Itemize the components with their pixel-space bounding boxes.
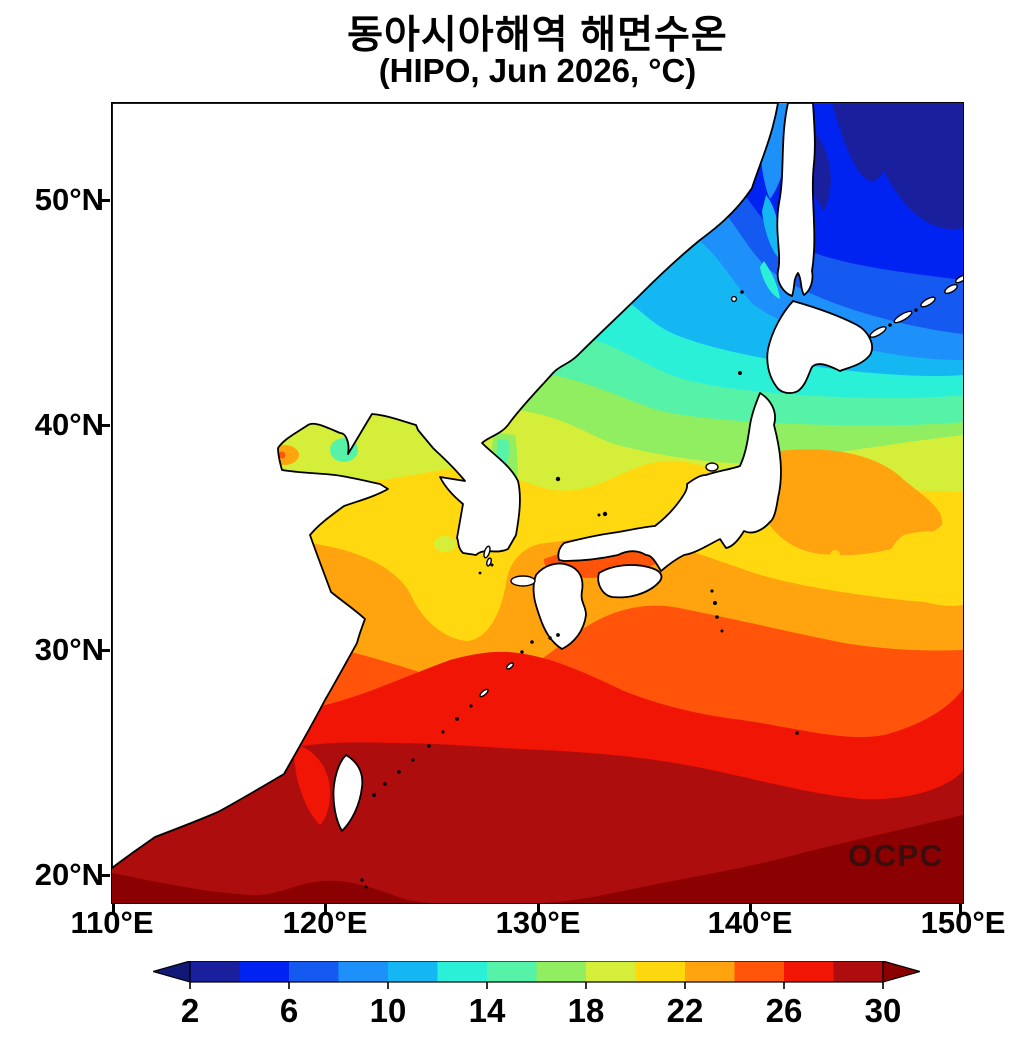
land-hokkaido [766,300,873,394]
colorbar-svg [150,960,923,989]
colorbar-tick-label: 2 [180,992,200,1029]
small-islands [360,290,799,889]
land-kyushu [532,562,587,650]
land-shikoku [597,564,663,599]
chart-subtitle: (HIPO, Jun 2026, °C) [378,52,697,89]
y-tick-20n [100,874,110,877]
y-tick-30n [100,649,110,652]
y-axis-label-30n: 30°N [34,632,104,667]
land-taiwan [332,754,364,832]
x-tick-130e [537,903,540,913]
sst-band-warmest [112,815,963,903]
chart-title: 동아시아해역 해면수온 [347,14,728,57]
land-eurasia-china-korea [112,103,779,869]
x-tick-140e [749,903,752,913]
x-tick-110e [112,903,115,913]
colorbar-tick-label: 22 [666,992,704,1029]
colorbar-tick-label: 30 [864,992,902,1029]
land-masses [112,103,963,889]
land-sakhalin [776,103,816,297]
x-axis-label-150e: 150°E [920,905,1006,940]
y-tick-50n [100,199,110,202]
sst-map-svg [112,103,963,903]
ocpc-watermark: OCPC [848,838,944,873]
kuroshio-extension-warm-eddy [753,449,943,556]
colorbar-tick-label: 18 [567,992,605,1029]
colorbar-tick-label: 6 [279,992,299,1029]
colorbar-tick-label: 14 [468,992,506,1029]
x-tick-120e [324,903,327,913]
kuril-islands [869,274,963,338]
land-honshu [557,392,782,572]
colorbar-tick-label: 26 [765,992,803,1029]
sst-band-coldest [832,103,963,229]
x-tick-150e [959,903,962,913]
y-axis-label-40n: 40°N [34,407,104,442]
y-axis-label-20n: 20°N [34,857,104,892]
colorbar [150,960,923,991]
y-axis-label-50n: 50°N [34,182,104,217]
y-tick-40n [100,424,110,427]
colorbar-tick-label: 10 [369,992,407,1029]
taiwan-strait-warm [292,743,331,825]
map-plot: OCPC [100,102,964,913]
